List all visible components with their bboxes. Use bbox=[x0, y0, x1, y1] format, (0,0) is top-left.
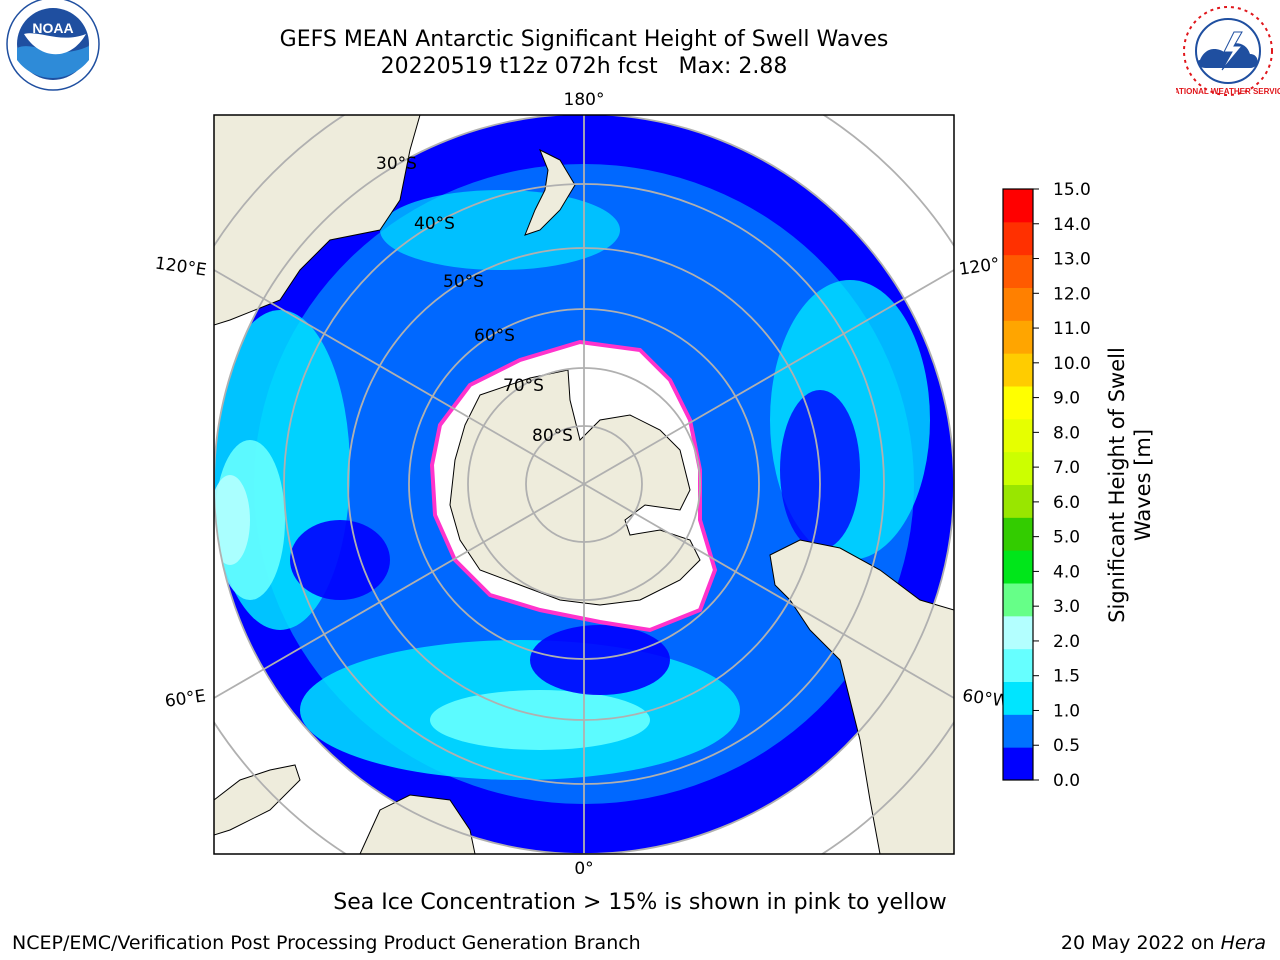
colorbar-segment bbox=[1003, 681, 1033, 715]
colorbar-tick-label: 10.0 bbox=[1053, 354, 1091, 374]
calm-patch-south bbox=[530, 625, 670, 695]
colorbar-tick-label: 4.0 bbox=[1053, 562, 1080, 582]
noaa-logo: NOAA bbox=[6, 0, 100, 91]
lat-label-80s: 80°S bbox=[532, 426, 573, 446]
land-new-zealand bbox=[524, 148, 576, 236]
lat-label-30s: 30°S bbox=[376, 154, 417, 174]
colorbar-segment bbox=[1003, 747, 1033, 781]
map-frame bbox=[213, 114, 955, 855]
map-content bbox=[214, 115, 954, 854]
colorbar-segment bbox=[1003, 648, 1033, 682]
footer-date-text: 20 May 2022 on bbox=[1060, 932, 1221, 954]
sea-ice-caption: Sea Ice Concentration > 15% is shown in … bbox=[333, 890, 947, 915]
colorbar-segment bbox=[1003, 189, 1033, 223]
footer-date: 20 May 2022 on Hera bbox=[1061, 932, 1266, 954]
footer-host: Hera bbox=[1220, 932, 1266, 954]
chart-title: GEFS MEAN Antarctic Significant Height o… bbox=[279, 27, 889, 52]
colorbar-segment bbox=[1003, 221, 1033, 256]
colorbar-segment bbox=[1003, 451, 1033, 485]
lon-label-60e: 60°E bbox=[164, 686, 207, 711]
colorbar-tick-label: 7.0 bbox=[1053, 458, 1080, 478]
colorbar-segment bbox=[1003, 615, 1033, 650]
lat-label-40s: 40°S bbox=[414, 214, 455, 234]
colorbar-segment bbox=[1003, 714, 1033, 748]
colorbar-frame bbox=[1002, 188, 1034, 781]
colorbar-tick-label: 15.0 bbox=[1053, 180, 1091, 200]
colorbar-segment bbox=[1003, 517, 1033, 551]
colorbar-tick-label: 14.0 bbox=[1053, 215, 1091, 235]
colorbar-tick-label: 0.5 bbox=[1053, 736, 1080, 756]
colorbar-tick-label: 0.0 bbox=[1053, 771, 1080, 791]
footer-branch: NCEP/EMC/Verification Post Processing Pr… bbox=[12, 932, 641, 954]
colorbar-tick-label: 2.0 bbox=[1053, 632, 1080, 652]
colorbar-tick-label: 12.0 bbox=[1053, 284, 1091, 304]
colorbar-tick-label: 3.0 bbox=[1053, 597, 1080, 617]
calm-patch-west bbox=[290, 520, 390, 600]
lat-label-60s: 60°S bbox=[474, 326, 515, 346]
colorbar: 15.0 14.0 13.0 12.0 11.0 10.0 9.0 8.0 7.0 6.0 5.0 4… bbox=[1002, 180, 1091, 791]
lon-label-180: 180° bbox=[564, 90, 605, 110]
colorbar-tick-label: 6.0 bbox=[1053, 493, 1080, 513]
colorbar-label-line1: Significant Height of Swell bbox=[1105, 347, 1129, 623]
colorbar-tick-label: 1.0 bbox=[1053, 701, 1080, 721]
colorbar-segment bbox=[1003, 353, 1033, 387]
lon-label-0: 0° bbox=[574, 859, 593, 879]
colorbar-segment bbox=[1003, 484, 1033, 518]
land-madagascar bbox=[214, 764, 301, 836]
colorbar-tick-label: 9.0 bbox=[1053, 389, 1080, 409]
colorbar-tick-label: 8.0 bbox=[1053, 423, 1080, 443]
lat-label-70s: 70°S bbox=[503, 376, 544, 396]
colorbar-tick-label: 11.0 bbox=[1053, 319, 1091, 339]
colorbar-tick-label: 5.0 bbox=[1053, 528, 1080, 548]
colorbar-segment bbox=[1003, 320, 1033, 354]
colorbar-segment bbox=[1003, 583, 1033, 617]
swell-band-south-peak bbox=[430, 690, 650, 750]
lon-label-120e: 120°E bbox=[154, 254, 208, 281]
chart-subtitle: 20220519 t12z 072h fcst Max: 2.88 bbox=[380, 54, 788, 79]
colorbar-segment bbox=[1003, 386, 1033, 420]
swell-band-max bbox=[214, 475, 250, 565]
nws-logo: NATIONAL WEATHER SERVICE bbox=[1176, 4, 1280, 98]
noaa-logo-text: NOAA bbox=[32, 20, 73, 36]
colorbar-segment bbox=[1003, 418, 1033, 453]
colorbar-tick-label: 1.5 bbox=[1053, 667, 1080, 687]
nws-logo-text: NATIONAL WEATHER SERVICE bbox=[1176, 87, 1280, 96]
colorbar-segment bbox=[1003, 287, 1033, 321]
lon-label-120w: 120° bbox=[958, 254, 1001, 280]
lat-label-50s: 50°S bbox=[443, 272, 484, 292]
colorbar-label-line2: Waves [m] bbox=[1131, 429, 1155, 541]
colorbar-tick-label: 13.0 bbox=[1053, 250, 1091, 270]
colorbar-segment bbox=[1003, 550, 1033, 584]
graticule bbox=[214, 115, 954, 854]
land-antarctica bbox=[449, 369, 701, 606]
colorbar-segment bbox=[1003, 254, 1033, 288]
